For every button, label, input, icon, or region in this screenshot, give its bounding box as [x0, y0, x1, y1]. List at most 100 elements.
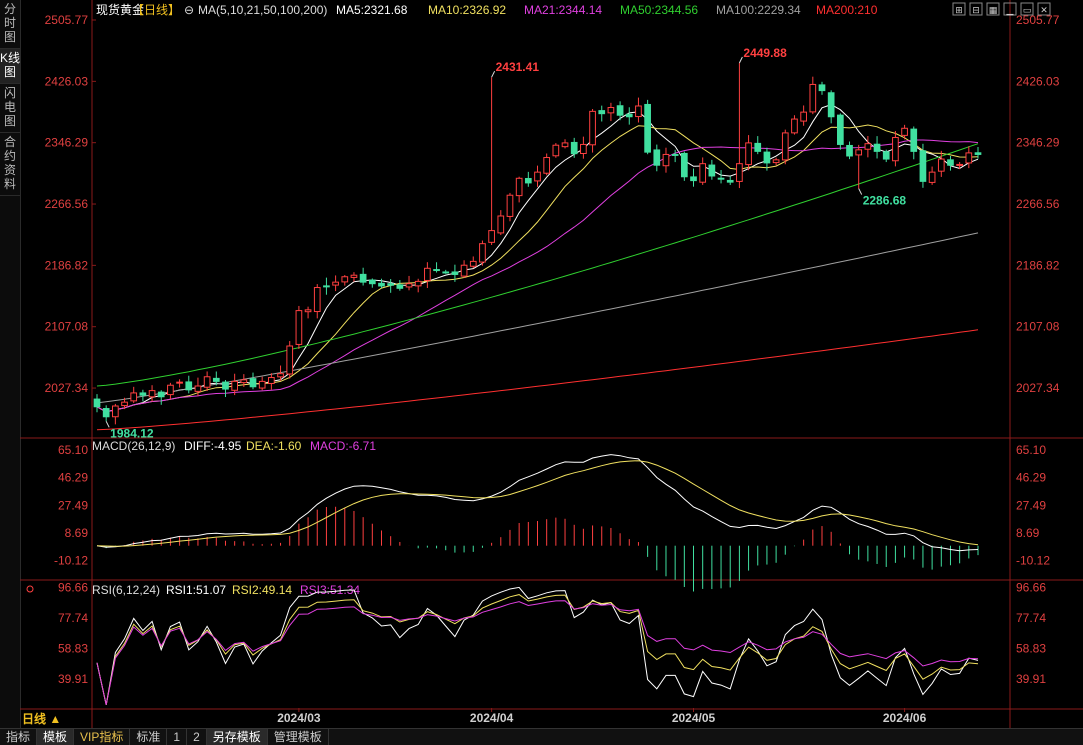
- left-tab-1[interactable]: K线图: [0, 49, 20, 84]
- macd-diff-line: [96, 454, 979, 552]
- bottom-tab-6[interactable]: 另存模板: [206, 729, 268, 745]
- grid-icon[interactable]: ▦: [986, 2, 1000, 16]
- candles: [93, 62, 982, 425]
- period-button[interactable]: 日线 ▲: [22, 712, 62, 726]
- candle-15: [231, 373, 239, 396]
- candle-32: [387, 279, 395, 293]
- candle-0: [93, 394, 101, 413]
- annotation-2: 2449.88: [743, 46, 787, 60]
- candle-68: [717, 170, 725, 184]
- y-tick-right-4: 2186.82: [1016, 258, 1060, 272]
- macd-legend-1: DIFF:-4.95: [184, 439, 242, 453]
- macd-y-tick-right-2: 27.49: [1016, 498, 1046, 512]
- candle-21: [286, 341, 294, 379]
- rsi-line-1: [96, 586, 979, 705]
- candle-17: [249, 372, 257, 390]
- macd-y-tick-right-0: 65.10: [1016, 443, 1046, 457]
- candle-30: [368, 278, 376, 288]
- candle-35: [414, 278, 422, 293]
- left-tab-0[interactable]: 分时图: [0, 0, 20, 49]
- macd-y-tick-right-4: -10.12: [1016, 554, 1050, 568]
- svg-text:✕: ✕: [1040, 6, 1048, 16]
- candle-29: [359, 267, 367, 286]
- minimize-icon[interactable]: ▁: [1003, 2, 1017, 16]
- header-ma-5: MA200:210: [816, 3, 878, 17]
- bottom-tab-4[interactable]: 1: [167, 729, 188, 745]
- candle-11: [194, 377, 202, 396]
- candle-93: [947, 155, 954, 171]
- candle-80: [827, 90, 835, 124]
- header-ma-1: MA10:2326.92: [428, 3, 506, 17]
- candle-85: [873, 136, 881, 159]
- candle-84: [864, 135, 872, 158]
- x-tick-3: 2024/06: [883, 711, 927, 725]
- chart-canvas[interactable]: 现货黄金【日线】 ⊖ MA(5,10,21,50,100,200) MA5:2321.…: [0, 0, 1083, 728]
- bottom-tab-0[interactable]: 指标: [0, 729, 38, 745]
- candle-3: [121, 397, 128, 410]
- candle-87: [892, 130, 899, 167]
- candle-77: [800, 105, 807, 126]
- bottom-tab-7[interactable]: 管理模板: [268, 729, 329, 745]
- candle-42: [479, 240, 486, 266]
- candle-23: [304, 306, 312, 319]
- macd-legend-0: MACD(26,12,9): [92, 439, 175, 453]
- candle-60: [644, 99, 651, 155]
- x-tick-0: 2024/03: [277, 711, 321, 725]
- candle-16: [240, 374, 248, 387]
- candle-13: [212, 371, 220, 386]
- candle-71: [745, 135, 752, 171]
- candle-58: [625, 107, 633, 125]
- restore-icon[interactable]: ▭: [1020, 2, 1034, 16]
- y-tick-right-5: 2107.08: [1016, 320, 1060, 334]
- left-tab-2[interactable]: 闪电图: [0, 84, 20, 133]
- candle-83: [855, 144, 863, 189]
- candle-88: [901, 124, 908, 140]
- candle-91: [928, 166, 936, 185]
- candle-33: [396, 280, 404, 291]
- close-icon[interactable]: ✕: [1037, 2, 1051, 16]
- ma-line-ma200: [96, 329, 979, 431]
- y-tick-right-1: 2426.03: [1016, 74, 1060, 88]
- bottom-tab-5[interactable]: 2: [187, 729, 207, 745]
- annotation-1: 2431.41: [496, 60, 540, 74]
- ma-line-ma21: [96, 139, 979, 413]
- ma-line-ma100: [96, 232, 979, 404]
- left-tab-bar: 分时图 K线图 闪电图 合约资料: [0, 0, 21, 728]
- macd-legend-3: MACD:-6.71: [310, 439, 376, 453]
- y-tick-left-4: 2186.82: [45, 258, 89, 272]
- candle-38: [442, 269, 450, 274]
- expand-icon[interactable]: ⊞: [952, 2, 966, 16]
- candle-7: [157, 390, 165, 405]
- candle-36: [424, 262, 431, 289]
- y-tick-left-1: 2426.03: [45, 74, 89, 88]
- candle-18: [258, 376, 266, 391]
- bottom-tab-1[interactable]: 模板: [37, 729, 75, 745]
- rsi-line-2: [96, 594, 979, 705]
- candle-69: [726, 176, 734, 185]
- annotation-3: 2286.68: [863, 194, 907, 208]
- bottom-tab-3[interactable]: 标准: [130, 729, 168, 745]
- candle-14: [222, 379, 229, 398]
- rsi-settings-icon: [26, 585, 34, 593]
- bottom-tab-2[interactable]: VIP指标: [74, 729, 131, 745]
- candle-75: [781, 129, 789, 165]
- macd-dea-line: [96, 460, 979, 547]
- left-tab-3[interactable]: 合约资料: [0, 133, 20, 196]
- candle-73: [763, 147, 771, 171]
- candle-20: [277, 365, 284, 381]
- rsi-legend-1: RSI1:51.07: [166, 583, 226, 597]
- collapse-icon[interactable]: ⊟: [969, 2, 983, 16]
- y-tick-left-3: 2266.56: [45, 197, 89, 211]
- candle-48: [534, 165, 541, 187]
- header-instrument-name: 现货黄金: [96, 2, 144, 17]
- candle-74: [772, 157, 780, 166]
- rsi-legend-0: RSI(6,12,24): [92, 583, 160, 597]
- annotation-pointer-2: [738, 56, 743, 64]
- candle-81: [836, 113, 844, 150]
- candle-67: [708, 159, 716, 180]
- ma-line-ma5: [96, 104, 979, 413]
- candle-61: [653, 144, 661, 172]
- svg-text:▦: ▦: [989, 6, 998, 16]
- x-tick-1: 2024/04: [470, 711, 514, 725]
- candle-34: [405, 275, 413, 291]
